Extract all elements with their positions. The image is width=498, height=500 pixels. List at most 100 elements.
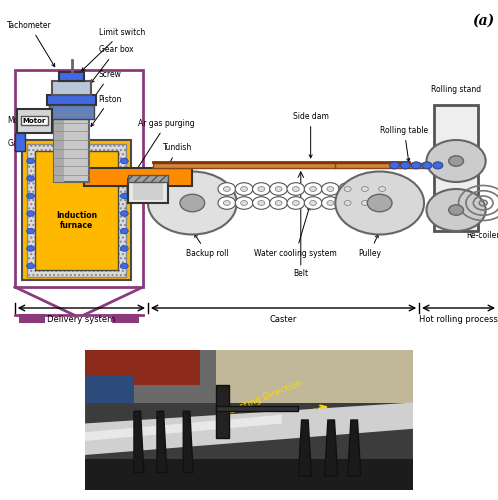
Text: Screw: Screw bbox=[91, 70, 122, 102]
Bar bbox=[54, 105, 64, 182]
Circle shape bbox=[235, 196, 253, 209]
Text: Pulley: Pulley bbox=[359, 234, 381, 258]
Circle shape bbox=[27, 176, 34, 182]
Circle shape bbox=[27, 193, 34, 199]
Circle shape bbox=[121, 263, 128, 269]
Bar bbox=[59, 72, 84, 80]
Circle shape bbox=[121, 210, 128, 216]
Circle shape bbox=[362, 186, 369, 192]
Text: Motor: Motor bbox=[7, 116, 30, 125]
Bar bbox=[153, 163, 424, 168]
Polygon shape bbox=[134, 411, 144, 472]
Circle shape bbox=[241, 186, 248, 192]
Circle shape bbox=[121, 176, 128, 182]
Bar bbox=[15, 70, 143, 287]
Text: Limit switch: Limit switch bbox=[82, 28, 145, 71]
Text: Tundish: Tundish bbox=[155, 144, 192, 192]
Polygon shape bbox=[157, 411, 167, 472]
Bar bbox=[52, 80, 91, 94]
Circle shape bbox=[304, 182, 322, 196]
Circle shape bbox=[275, 200, 282, 205]
Circle shape bbox=[433, 162, 443, 169]
Text: Gasket: Gasket bbox=[7, 139, 34, 148]
FancyBboxPatch shape bbox=[17, 108, 52, 133]
Bar bbox=[85, 376, 134, 402]
Text: Delivery system: Delivery system bbox=[47, 315, 116, 324]
Bar bbox=[15, 133, 25, 150]
Bar bbox=[216, 406, 298, 411]
Bar bbox=[49, 105, 94, 119]
Text: Side dam: Side dam bbox=[293, 112, 329, 158]
Circle shape bbox=[224, 186, 230, 192]
Circle shape bbox=[327, 186, 334, 192]
Bar bbox=[85, 350, 200, 385]
Circle shape bbox=[218, 182, 236, 196]
Polygon shape bbox=[348, 420, 361, 476]
Bar bbox=[128, 175, 168, 182]
Circle shape bbox=[292, 186, 299, 192]
Circle shape bbox=[344, 200, 351, 205]
Text: Rolling stand: Rolling stand bbox=[431, 86, 481, 94]
Circle shape bbox=[335, 172, 424, 234]
Text: Ar gas purging: Ar gas purging bbox=[135, 119, 195, 172]
Circle shape bbox=[339, 196, 357, 209]
Circle shape bbox=[426, 189, 486, 231]
Bar bbox=[85, 458, 413, 490]
Circle shape bbox=[368, 194, 392, 212]
Circle shape bbox=[322, 182, 339, 196]
Polygon shape bbox=[298, 420, 311, 476]
Circle shape bbox=[310, 200, 317, 205]
Circle shape bbox=[327, 200, 334, 205]
Bar bbox=[434, 105, 478, 231]
Circle shape bbox=[449, 205, 464, 215]
Circle shape bbox=[121, 228, 128, 234]
Circle shape bbox=[374, 196, 391, 209]
Circle shape bbox=[374, 182, 391, 196]
Text: Piston: Piston bbox=[91, 94, 122, 126]
Polygon shape bbox=[85, 402, 413, 455]
Circle shape bbox=[422, 162, 432, 169]
Circle shape bbox=[275, 186, 282, 192]
Circle shape bbox=[121, 193, 128, 199]
Circle shape bbox=[27, 263, 34, 269]
Circle shape bbox=[27, 210, 34, 216]
Circle shape bbox=[252, 196, 270, 209]
Text: (a): (a) bbox=[472, 14, 495, 28]
Polygon shape bbox=[85, 414, 282, 441]
Circle shape bbox=[292, 200, 299, 205]
Circle shape bbox=[339, 182, 357, 196]
Circle shape bbox=[180, 194, 205, 212]
Circle shape bbox=[287, 196, 305, 209]
Circle shape bbox=[310, 186, 317, 192]
Circle shape bbox=[27, 228, 34, 234]
Bar bbox=[85, 350, 413, 403]
Circle shape bbox=[362, 200, 369, 205]
Circle shape bbox=[121, 158, 128, 164]
Bar bbox=[216, 385, 229, 438]
Circle shape bbox=[270, 196, 287, 209]
Circle shape bbox=[235, 182, 253, 196]
Bar bbox=[216, 350, 413, 403]
Circle shape bbox=[400, 162, 410, 169]
Bar bbox=[128, 178, 168, 203]
Circle shape bbox=[356, 196, 374, 209]
Circle shape bbox=[148, 172, 237, 234]
Circle shape bbox=[356, 182, 374, 196]
Polygon shape bbox=[183, 411, 193, 472]
Circle shape bbox=[258, 186, 265, 192]
Circle shape bbox=[322, 196, 339, 209]
Circle shape bbox=[224, 200, 230, 205]
Bar bbox=[114, 315, 138, 322]
Circle shape bbox=[304, 196, 322, 209]
Polygon shape bbox=[325, 420, 338, 476]
Circle shape bbox=[378, 200, 385, 205]
Text: Backup roll: Backup roll bbox=[186, 234, 229, 258]
Circle shape bbox=[27, 158, 34, 164]
Circle shape bbox=[252, 182, 270, 196]
Text: Motor: Motor bbox=[23, 118, 46, 124]
Circle shape bbox=[270, 182, 287, 196]
Text: (b): (b) bbox=[388, 474, 407, 485]
Bar bbox=[133, 182, 163, 200]
Text: Re-coiler: Re-coiler bbox=[467, 231, 498, 240]
Circle shape bbox=[258, 200, 265, 205]
